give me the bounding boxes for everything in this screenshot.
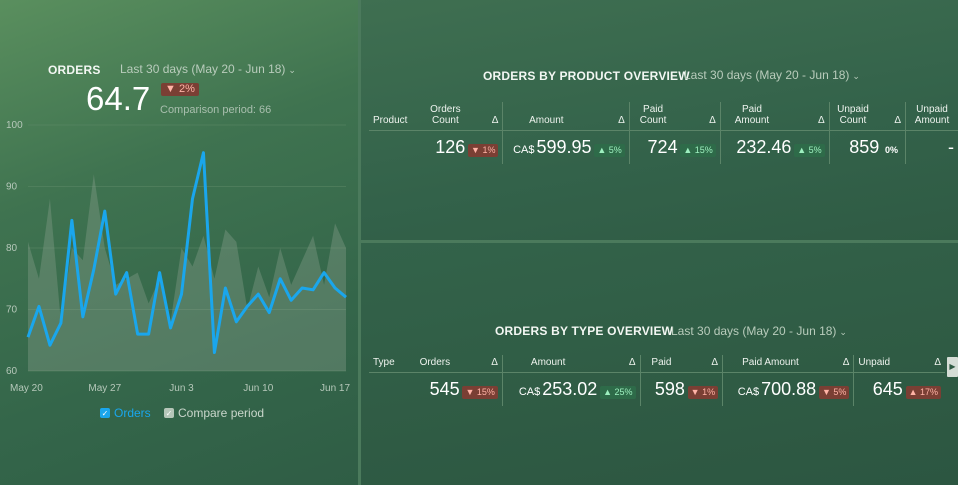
cell-orders: 545 ▼ 15% bbox=[416, 373, 503, 407]
column-header-paid-amount: Paid Amount bbox=[719, 102, 784, 131]
product-period-dropdown[interactable]: Last 30 days (May 20 - Jun 18) ⌄ bbox=[684, 68, 860, 82]
change-badge: ▼ 5% bbox=[818, 386, 850, 399]
change-badge: ▲ 5% bbox=[594, 144, 625, 157]
y-tick-label: 90 bbox=[6, 182, 18, 193]
change-badge: ▲ 15% bbox=[680, 144, 716, 157]
column-header-delta: Δ bbox=[589, 102, 630, 131]
x-tick-label: Jun 17 bbox=[320, 383, 350, 394]
column-header-amount: Amount bbox=[502, 102, 590, 131]
column-header-unpaid: Unpaid bbox=[853, 355, 907, 373]
x-tick-label: May 27 bbox=[88, 383, 121, 394]
change-badge: ▼ 15% bbox=[462, 386, 498, 399]
cell-unpaid-amount: - bbox=[905, 130, 958, 164]
column-header-paid-amount: Paid Amount bbox=[722, 355, 818, 373]
legend-orders-label: Orders bbox=[114, 406, 151, 420]
legend-compare-period[interactable]: ✓ Compare period bbox=[164, 406, 264, 420]
type-period-dropdown[interactable]: Last 30 days (May 20 - Jun 18) ⌄ bbox=[671, 324, 847, 338]
cell-amount: CA$ 253.02 ▲ 25% bbox=[501, 372, 641, 406]
orders-line-chart: 100 90 80 70 60 May 20 May 27 Jun 3 Jun 10 Jun 17 bbox=[6, 120, 350, 394]
chevron-down-icon: ⌄ bbox=[852, 71, 860, 81]
column-header-delta: Δ bbox=[682, 355, 723, 373]
change-badge: ▲ 5% bbox=[794, 144, 825, 157]
column-header-delta: Δ bbox=[471, 102, 503, 131]
orders-period-dropdown[interactable]: Last 30 days (May 20 - Jun 18) ⌄ bbox=[120, 62, 296, 76]
horizontal-divider bbox=[361, 240, 958, 243]
change-badge: ▲ 17% bbox=[905, 386, 941, 399]
product-overview-table: Product Orders Count Δ Amount Δ Paid Count… bbox=[369, 102, 958, 164]
x-tick-label: May 20 bbox=[10, 383, 43, 394]
column-header-paid-count: Paid Count bbox=[628, 102, 677, 131]
checkbox-checked-icon: ✓ bbox=[100, 408, 110, 418]
cell-amount: CA$ 599.95 ▲ 5% bbox=[502, 130, 630, 164]
period-label: Last 30 days (May 20 - Jun 18) bbox=[684, 68, 850, 82]
x-tick-label: Jun 3 bbox=[169, 383, 194, 394]
y-tick-label: 70 bbox=[6, 305, 18, 316]
column-header-delta: Δ bbox=[676, 102, 721, 131]
legend-compare-label: Compare period bbox=[178, 406, 265, 420]
column-header-paid: Paid bbox=[639, 355, 683, 373]
orders-value: 64.7 bbox=[86, 80, 151, 117]
column-header-delta: Δ bbox=[468, 355, 503, 373]
period-label: Last 30 days (May 20 - Jun 18) bbox=[120, 62, 286, 76]
column-header-delta: Δ bbox=[783, 102, 830, 131]
column-header-orders-count: Orders Count bbox=[419, 102, 472, 131]
column-header-delta: Δ bbox=[593, 355, 641, 373]
cell-unpaid-count: 859 0% bbox=[828, 130, 906, 164]
cell-paid-amount: 232.46 ▲ 5% bbox=[719, 130, 830, 164]
column-header-unpaid-amount: Unpaid Amount bbox=[905, 102, 958, 131]
column-header-delta: Δ bbox=[906, 355, 945, 373]
vertical-divider bbox=[358, 0, 361, 485]
chevron-right-icon: ▶ bbox=[949, 362, 956, 371]
series-compare-period-area bbox=[28, 174, 346, 371]
column-header-delta: Δ bbox=[876, 102, 906, 131]
cell-paid-count: 724 ▲ 15% bbox=[628, 130, 721, 164]
type-overview-table: Type Orders Δ Amount Δ Paid Δ Paid Amoun… bbox=[369, 355, 945, 406]
scroll-right-button[interactable]: ▶ bbox=[947, 357, 958, 377]
cell-paid-amount: CA$ 700.88 ▼ 5% bbox=[722, 372, 854, 406]
change-badge: 0% bbox=[885, 145, 899, 155]
column-header-product: Product bbox=[369, 102, 420, 131]
change-badge: ▼ 1% bbox=[687, 386, 719, 399]
cell-orders-count: 126 ▼ 1% bbox=[419, 131, 503, 165]
type-overview-title: ORDERS BY TYPE OVERVIEW bbox=[495, 324, 674, 338]
comparison-period: Comparison period: 66 bbox=[160, 104, 272, 116]
y-tick-label: 100 bbox=[6, 120, 23, 131]
chevron-down-icon: ⌄ bbox=[839, 327, 847, 337]
orders-change-badge: ▼ 2% bbox=[161, 83, 199, 96]
table-header-row: Type Orders Δ Amount Δ Paid Δ Paid Amoun… bbox=[369, 355, 945, 373]
change-badge: ▼ 1% bbox=[468, 144, 499, 157]
x-tick-label: Jun 10 bbox=[243, 383, 273, 394]
table-row: 545 ▼ 15% CA$ 253.02 ▲ 25% 598 ▼ 1% CA$ 70… bbox=[369, 372, 945, 407]
arrow-down-icon: ▼ bbox=[165, 83, 176, 95]
period-label: Last 30 days (May 20 - Jun 18) bbox=[671, 324, 837, 338]
cell-unpaid: 645 ▲ 17% bbox=[853, 372, 945, 406]
orders-title: ORDERS bbox=[48, 63, 101, 77]
checkbox-checked-icon: ✓ bbox=[164, 408, 174, 418]
type-overview-widget: ORDERS BY TYPE OVERVIEW Last 30 days (Ma… bbox=[361, 243, 958, 485]
orders-change-value: 2% bbox=[178, 83, 195, 95]
y-tick-label: 60 bbox=[6, 366, 18, 377]
column-header-orders: Orders bbox=[415, 355, 469, 373]
orders-widget: ORDERS Last 30 days (May 20 - Jun 18) ⌄ 6… bbox=[0, 0, 358, 485]
cell-paid: 598 ▼ 1% bbox=[639, 372, 723, 406]
column-header-type: Type bbox=[369, 355, 416, 373]
chevron-down-icon: ⌄ bbox=[288, 65, 296, 75]
table-row: 126 ▼ 1% CA$ 599.95 ▲ 5% 724 ▲ 15% 232.46… bbox=[369, 130, 958, 165]
legend-orders[interactable]: ✓ Orders bbox=[100, 406, 151, 420]
column-header-amount: Amount bbox=[501, 355, 594, 373]
product-overview-widget: ORDERS BY PRODUCT OVERVIEW Last 30 days … bbox=[361, 0, 958, 240]
series-orders-line bbox=[26, 151, 347, 355]
column-header-unpaid-count: Unpaid Count bbox=[828, 102, 877, 131]
column-header-delta: Δ bbox=[817, 355, 854, 373]
change-badge: ▲ 25% bbox=[600, 386, 636, 399]
y-tick-label: 80 bbox=[6, 243, 18, 254]
table-header-row: Product Orders Count Δ Amount Δ Paid Count… bbox=[369, 102, 958, 131]
product-overview-title: ORDERS BY PRODUCT OVERVIEW bbox=[483, 69, 690, 83]
